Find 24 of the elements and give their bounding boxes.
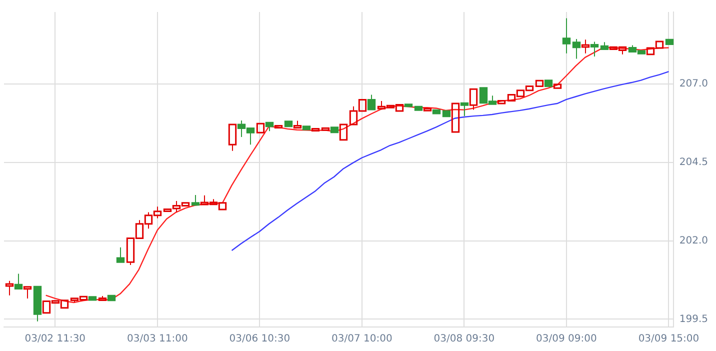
x-tick-label: 03/09 15:00 bbox=[638, 334, 700, 345]
x-tick-label: 03/03 11:00 bbox=[126, 334, 188, 345]
candlestick bbox=[451, 102, 460, 133]
candlestick bbox=[256, 122, 265, 134]
y-tick-label: 202.0 bbox=[679, 235, 708, 246]
candlestick bbox=[321, 127, 330, 131]
candlestick bbox=[274, 124, 283, 128]
candlestick bbox=[5, 280, 14, 296]
x-tick-label: 03/02 11:30 bbox=[24, 334, 86, 345]
y-tick-label: 204.5 bbox=[679, 157, 708, 168]
x-tick-label: 03/08 09:30 bbox=[434, 334, 495, 345]
candlestick bbox=[339, 124, 348, 141]
candlestick bbox=[553, 84, 562, 89]
candlestick bbox=[23, 286, 32, 299]
candlestick bbox=[497, 100, 506, 104]
x-tick-label: 03/09 09:00 bbox=[536, 334, 597, 345]
x-tick-label: 03/07 10:00 bbox=[332, 334, 392, 345]
candlestick bbox=[581, 39, 590, 54]
candlestick bbox=[535, 80, 544, 88]
y-tick-label: 207.0 bbox=[679, 78, 708, 90]
x-tick-label: 03/06 10:30 bbox=[229, 334, 290, 345]
candlestick bbox=[423, 108, 432, 112]
candlestick bbox=[311, 128, 320, 132]
y-tick-label: 199.5 bbox=[679, 314, 708, 325]
